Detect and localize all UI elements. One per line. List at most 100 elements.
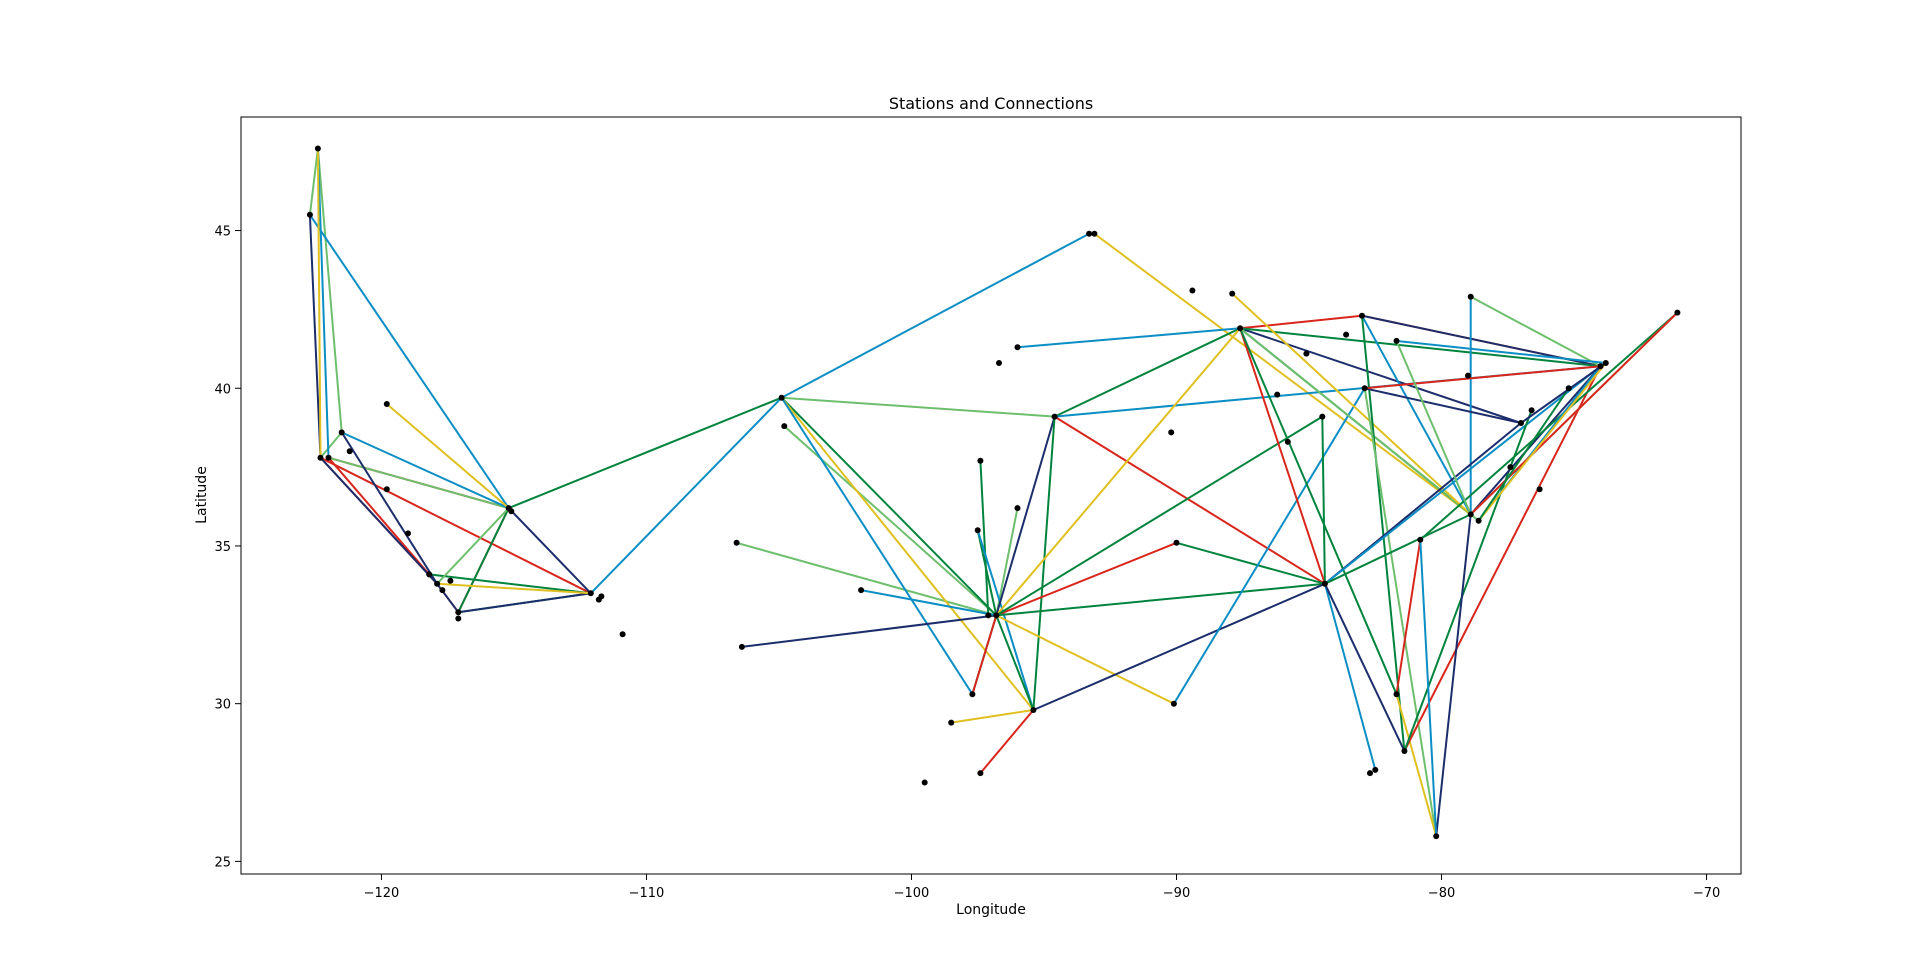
station-point-26 <box>974 527 981 534</box>
connection-line-60 <box>1470 295 1601 368</box>
x-tick-label: −80 <box>1428 886 1455 901</box>
y-tick-label: 30 <box>214 698 231 713</box>
station-point-34 <box>977 770 984 777</box>
station-point-24 <box>781 423 788 430</box>
station-point-3 <box>325 454 332 461</box>
y-tick-label: 25 <box>214 855 231 870</box>
connection-line-46 <box>1033 582 1326 711</box>
connection-line-15 <box>316 148 322 458</box>
station-point-11 <box>447 577 454 584</box>
station-point-57 <box>1393 691 1400 698</box>
connection-line-8 <box>436 507 510 585</box>
station-point-64 <box>1518 420 1524 426</box>
connection-line-25 <box>741 614 997 648</box>
x-axis-label: Longitude <box>956 902 1026 918</box>
station-point-61 <box>1467 511 1474 518</box>
station-point-4 <box>346 448 353 455</box>
station-point-63 <box>1536 486 1543 493</box>
station-point-8 <box>405 530 411 537</box>
connection-line-36 <box>1032 416 1056 711</box>
connection-line-32 <box>951 709 1034 724</box>
connection-line-81 <box>1477 362 1607 522</box>
connection-line-57 <box>1231 292 1472 516</box>
station-point-16 <box>508 508 515 515</box>
y-tick-label: 40 <box>214 382 231 397</box>
station-point-67 <box>1467 293 1474 300</box>
connection-line-41 <box>995 614 1175 705</box>
station-point-56 <box>1367 770 1373 777</box>
connection-line-35 <box>995 416 1056 616</box>
station-point-51 <box>1359 312 1365 319</box>
station-point-42 <box>1173 539 1180 546</box>
station-point-38 <box>1051 413 1058 420</box>
station-point-40 <box>1091 230 1098 237</box>
connection-line-13 <box>308 214 592 614</box>
station-point-10 <box>434 580 441 587</box>
station-point-45 <box>1229 290 1236 297</box>
connection-line-70 <box>1323 583 1406 752</box>
station-point-60 <box>1417 536 1424 543</box>
station-point-23 <box>778 394 785 401</box>
station-point-70 <box>1602 360 1609 366</box>
connection-line-4 <box>457 507 510 613</box>
connection-line-62 <box>1364 387 1522 424</box>
connection-line-2 <box>327 457 430 576</box>
station-point-58 <box>1401 748 1408 754</box>
connection-line-73 <box>1403 365 1602 752</box>
station-point-71 <box>1674 309 1681 316</box>
connection-line-23 <box>780 397 1035 711</box>
station-point-30 <box>993 612 1000 619</box>
station-point-1 <box>306 211 313 218</box>
station-point-31 <box>969 691 976 698</box>
connection-line-68 <box>1324 513 1472 585</box>
x-tick-label: −100 <box>894 886 930 901</box>
connection-line-72 <box>1395 539 1422 695</box>
station-point-68 <box>1565 385 1572 392</box>
connection-line-55 <box>1239 327 1398 695</box>
connection-line-22 <box>780 396 998 617</box>
connection-line-53 <box>1239 327 1601 368</box>
station-point-35 <box>921 779 928 786</box>
connection-line-11 <box>341 431 510 510</box>
station-point-52 <box>1343 331 1350 338</box>
connection-line-1 <box>320 456 592 595</box>
station-point-62 <box>1475 517 1482 524</box>
connection-line-18 <box>1093 232 1472 516</box>
connection-line-45 <box>995 415 1323 617</box>
connection-line-19 <box>781 396 1055 418</box>
connection-line-50 <box>1239 314 1601 368</box>
station-points <box>306 145 1681 840</box>
y-tick-label: 45 <box>214 225 231 240</box>
station-point-13 <box>455 609 462 616</box>
y-axis-ticks: 25 30 35 40 45 <box>214 225 241 870</box>
x-axis-ticks: −120 −110 −100 −90 −80 −70 <box>364 874 1720 901</box>
connection-line-14 <box>340 431 438 585</box>
station-point-22 <box>738 643 745 650</box>
connection-line-33 <box>979 709 1035 774</box>
y-tick-label: 35 <box>214 540 231 555</box>
station-point-32 <box>948 719 955 726</box>
station-point-0 <box>314 145 321 152</box>
y-axis-label: Latitude <box>194 466 210 524</box>
connection-line-29 <box>995 507 1019 616</box>
station-point-54 <box>1361 385 1368 392</box>
station-point-46 <box>1237 325 1244 332</box>
station-point-49 <box>1319 413 1326 420</box>
connection-line-24 <box>780 397 974 695</box>
connection-line-42 <box>995 541 1177 617</box>
connection-line-82 <box>1477 387 1570 522</box>
connection-line-43 <box>1176 541 1326 585</box>
station-point-53 <box>1393 337 1400 344</box>
connection-line-71 <box>1395 693 1438 837</box>
connection-line-47 <box>1173 387 1366 705</box>
connection-line-77 <box>1419 311 1679 541</box>
station-point-41 <box>1168 429 1175 436</box>
connection-line-76 <box>1419 539 1438 837</box>
connection-line-26 <box>860 589 997 617</box>
chart-title: Stations and Connections <box>889 94 1093 113</box>
connection-line-80 <box>1470 311 1679 516</box>
connection-line-67 <box>1324 365 1602 585</box>
station-point-36 <box>1014 344 1021 351</box>
station-point-44 <box>1189 287 1196 294</box>
